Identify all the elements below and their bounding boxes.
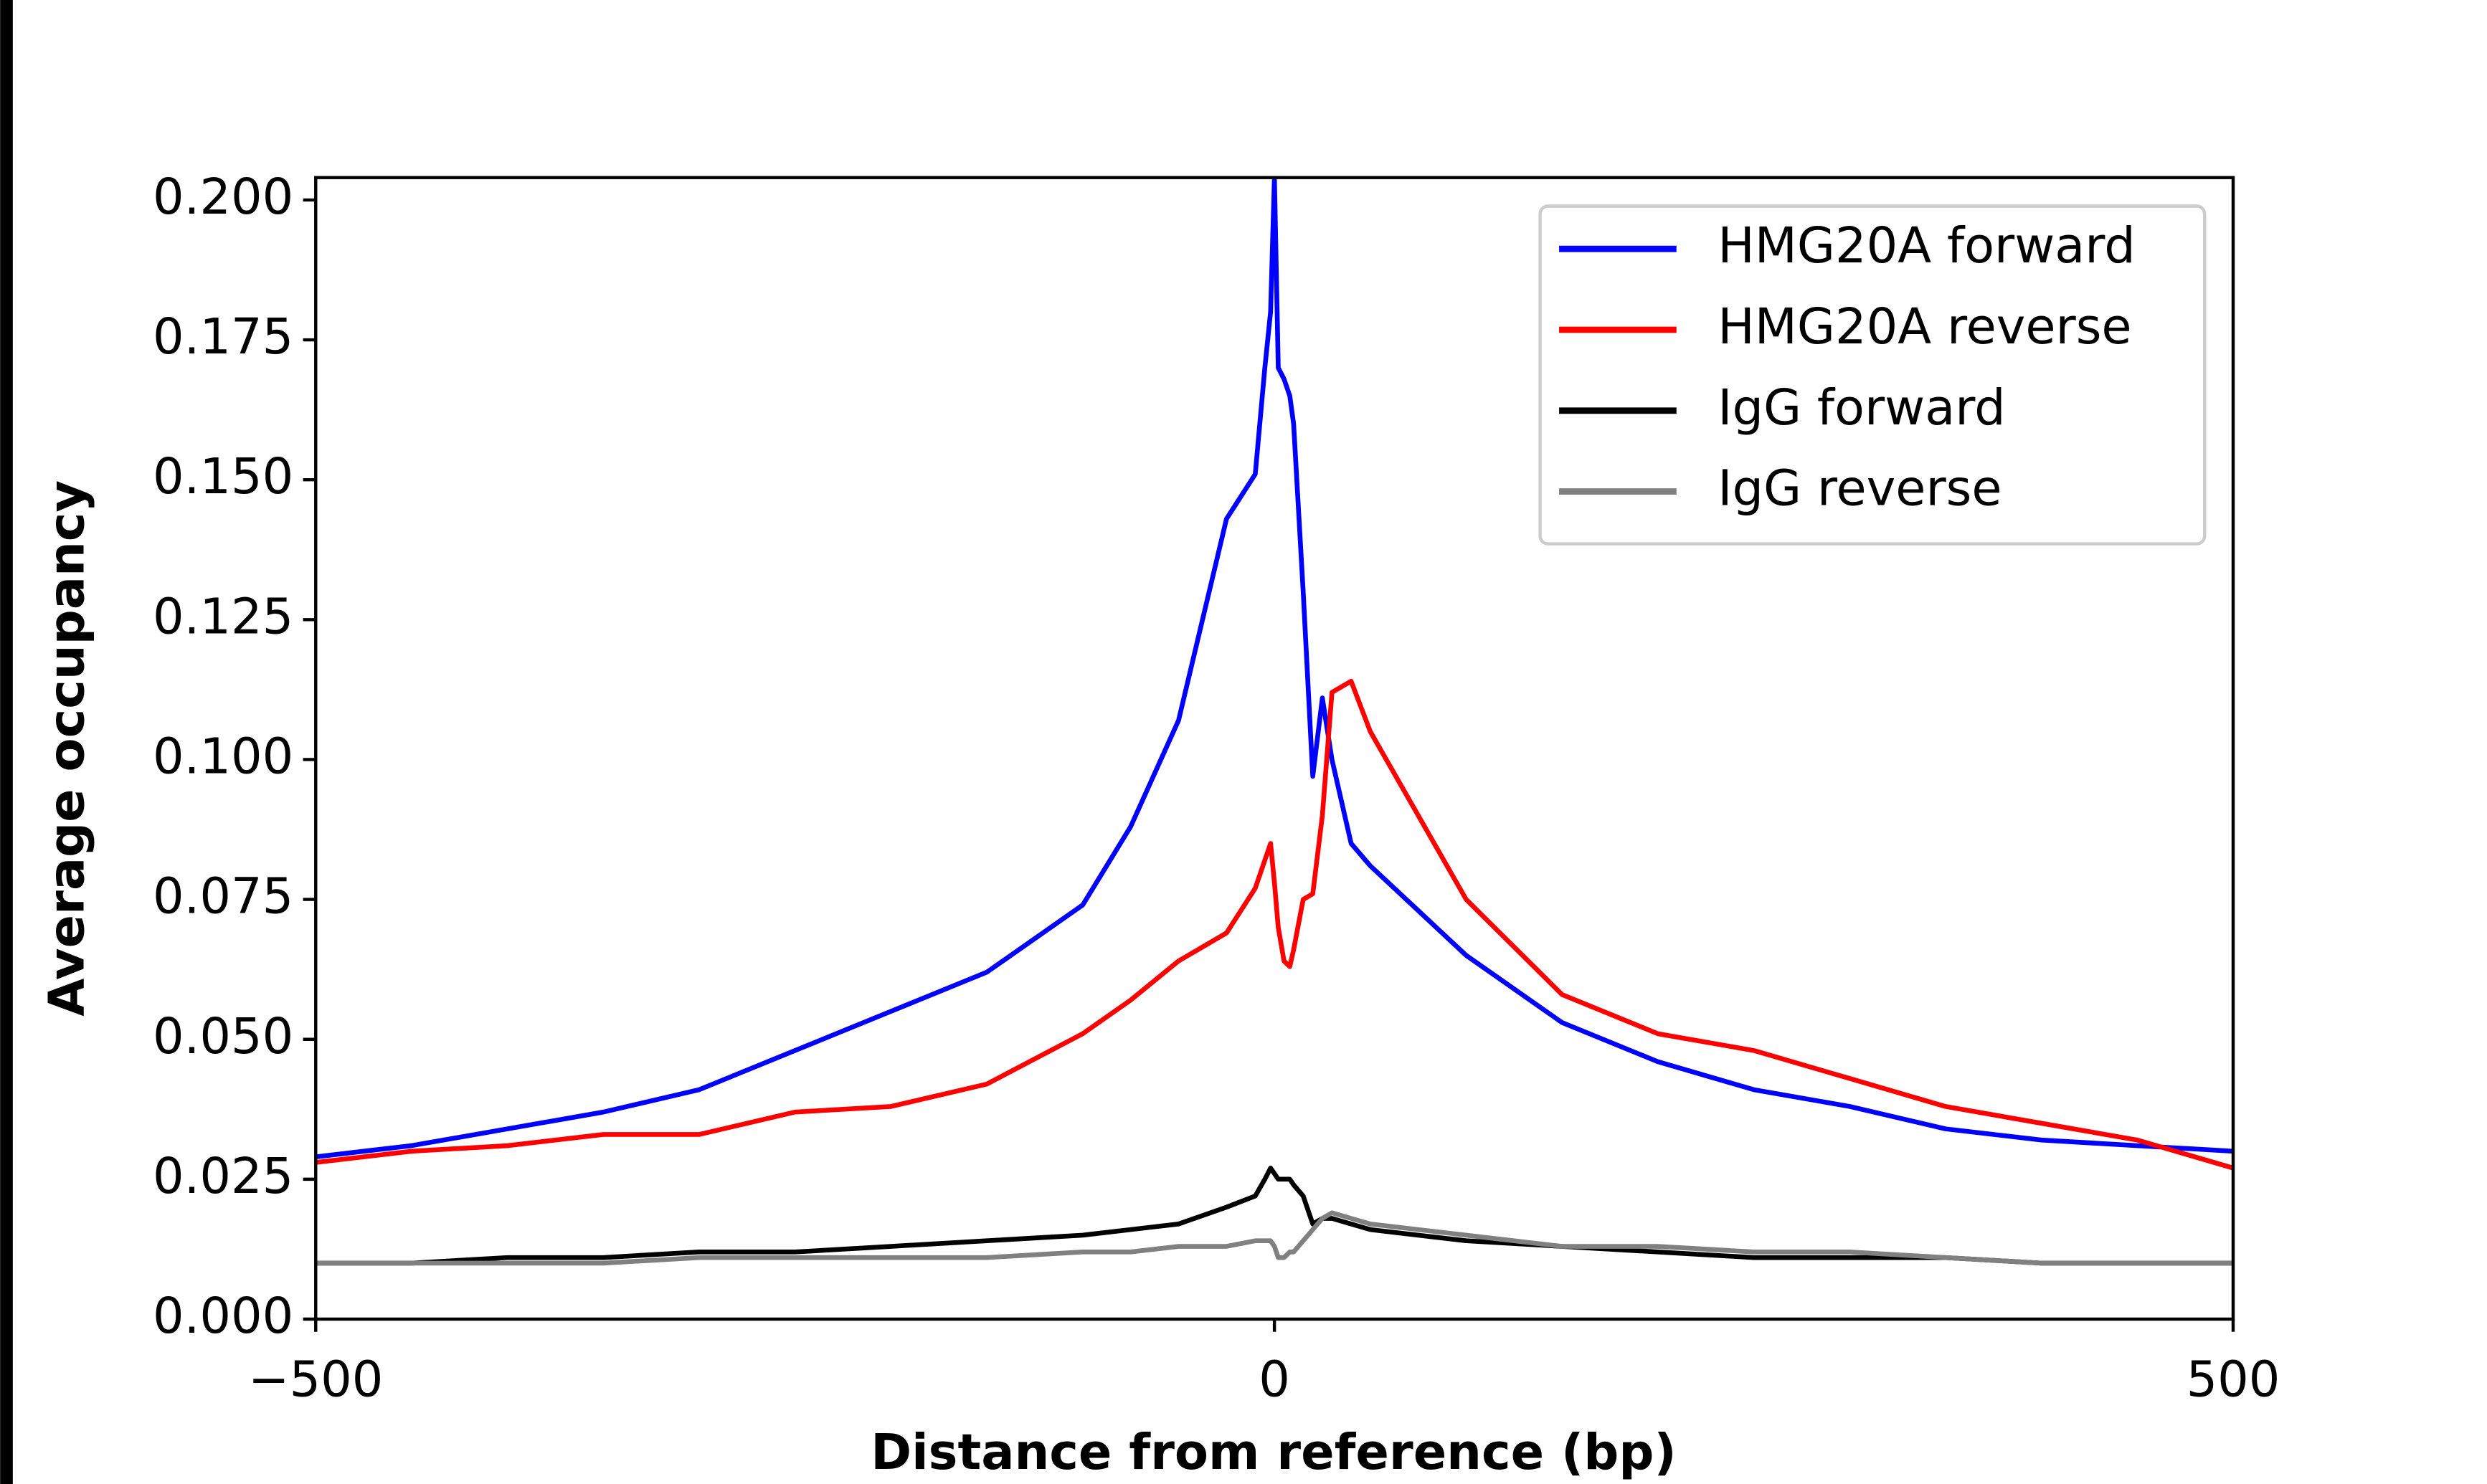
left-edge — [0, 0, 13, 1484]
series-line — [316, 177, 2234, 1159]
series-line — [316, 678, 2234, 1171]
y-tick-label: 0.075 — [153, 868, 293, 926]
legend-label: HMG20A forward — [1718, 217, 2136, 275]
series-line — [316, 1210, 2234, 1266]
y-tick-label: 0.200 — [153, 168, 293, 226]
y-tick-label: 0.125 — [153, 588, 293, 645]
legend-box — [1538, 204, 2207, 546]
plot-lines — [316, 177, 2234, 1266]
legend-label: HMG20A reverse — [1718, 298, 2131, 356]
y-axis-label: Average occupancy — [38, 480, 95, 1017]
legend-label: IgG reverse — [1718, 460, 2002, 518]
y-tick-label: 0.050 — [153, 1008, 293, 1065]
x-tick-label: −500 — [248, 1351, 383, 1408]
y-tick-label: 0.150 — [153, 448, 293, 505]
y-tick-label: 0.175 — [153, 308, 293, 366]
legend-label: IgG forward — [1718, 379, 2005, 437]
y-tick-label: 0.100 — [153, 728, 293, 785]
x-axis-label: Distance from reference (bp) — [871, 1424, 1677, 1481]
y-tick-label: 0.000 — [153, 1288, 293, 1345]
x-tick-label: 500 — [2187, 1351, 2280, 1408]
x-tick-label: 0 — [1259, 1351, 1290, 1408]
legend: HMG20A forward HMG20A reverse IgG forward I… — [1538, 204, 2207, 546]
y-tick-label: 0.025 — [153, 1148, 293, 1205]
series-line — [316, 1165, 2234, 1266]
